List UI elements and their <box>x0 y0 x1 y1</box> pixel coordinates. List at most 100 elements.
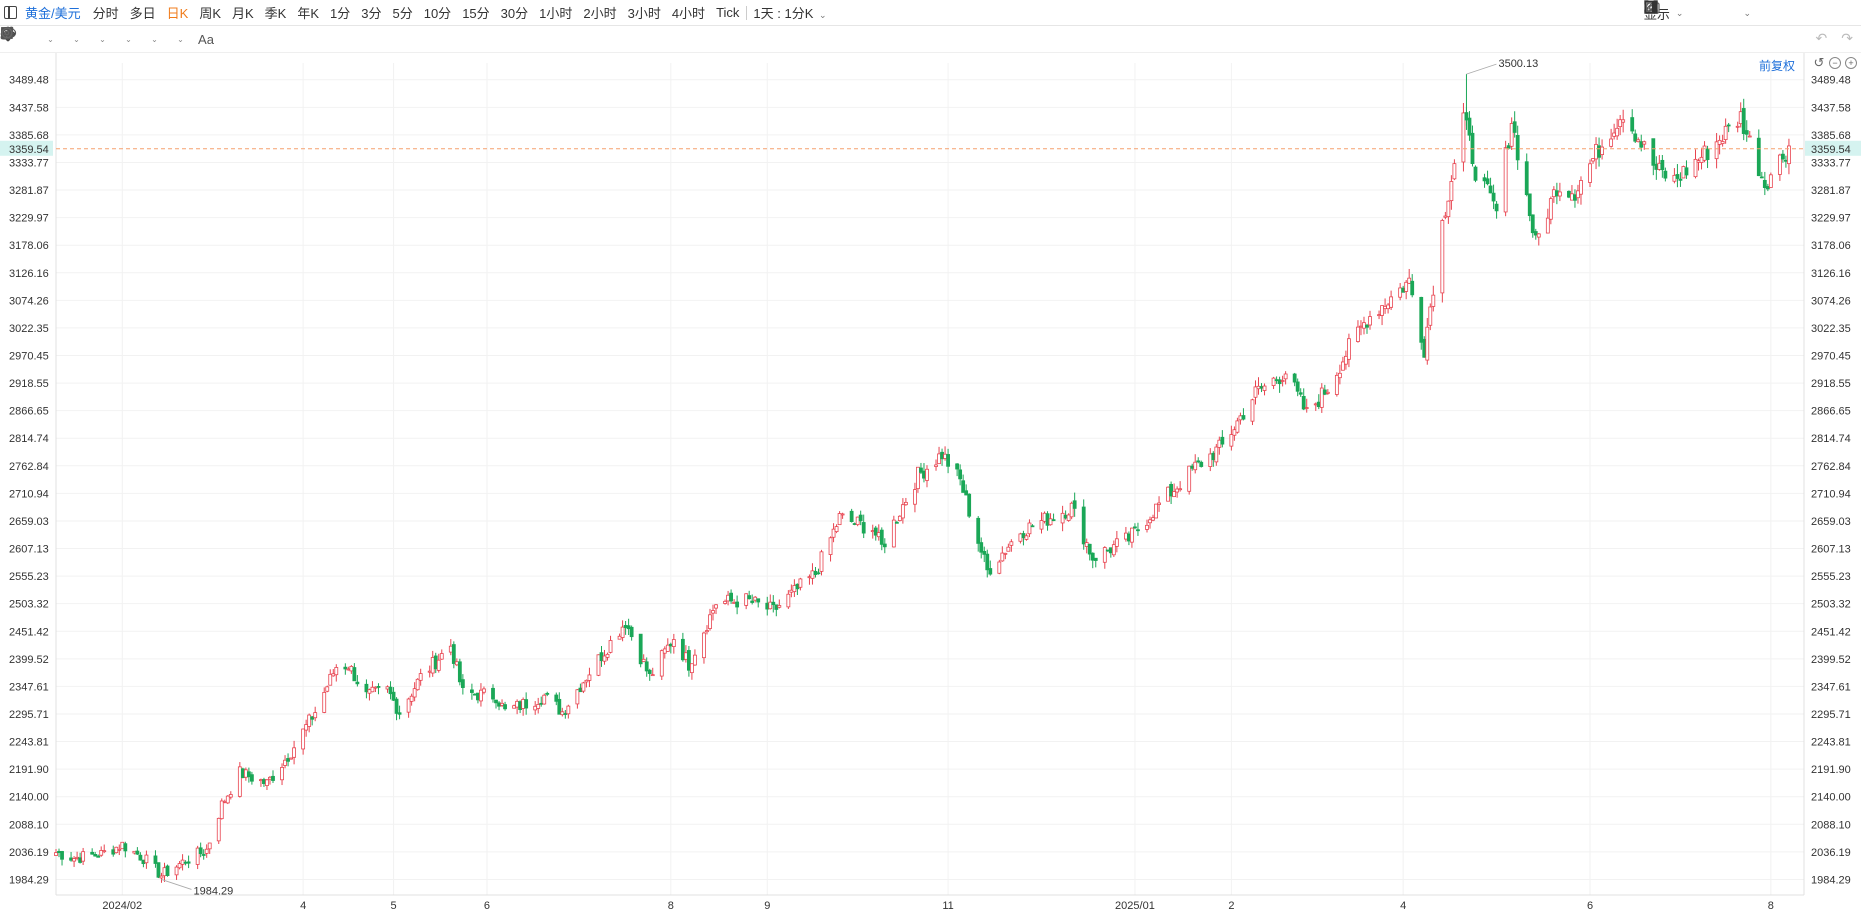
candle-body <box>1787 145 1791 165</box>
y-tick-label-right: 2399.52 <box>1811 654 1851 666</box>
candle-body <box>680 638 685 661</box>
candle-body <box>1404 281 1409 292</box>
wave-icon[interactable]: ⌄ <box>1 29 112 48</box>
candle-body <box>608 640 613 653</box>
undo-icon[interactable]: ↶ <box>1815 30 1828 46</box>
candle-body <box>102 850 107 853</box>
candle-body <box>476 692 480 701</box>
candle-body <box>1166 486 1170 502</box>
pencil-icon[interactable] <box>1645 0 1804 21</box>
candle-body <box>1130 527 1134 543</box>
period-tab-1[interactable]: 多日 <box>129 6 156 21</box>
settings-gear-icon[interactable] <box>1645 1 1710 21</box>
period-tab-10[interactable]: 10分 <box>423 6 452 21</box>
candle-body <box>1262 385 1267 391</box>
period-tab-12[interactable]: 30分 <box>500 6 529 21</box>
candle-body <box>135 850 140 855</box>
channel-icon[interactable]: ⌄ <box>1 28 86 48</box>
period-tab-0[interactable]: 分时 <box>92 6 119 21</box>
y-tick-label-left: 2243.81 <box>9 737 49 749</box>
y-tick-label-right: 2503.32 <box>1811 599 1851 611</box>
candle-body <box>1759 176 1764 179</box>
period-tab-15[interactable]: 3小时 <box>627 6 661 21</box>
adjust-mode-button[interactable]: 前复权 <box>1758 59 1795 73</box>
period-tab-11[interactable]: 15分 <box>462 6 490 21</box>
period-tab-14[interactable]: 2小时 <box>583 6 617 21</box>
candle-body <box>1410 280 1415 296</box>
candle-body <box>599 652 604 662</box>
comment-icon[interactable] <box>1 27 242 48</box>
candle-body <box>370 686 375 693</box>
period-tab-5[interactable]: 季K <box>264 6 287 21</box>
candle-body <box>545 692 550 695</box>
candle-body <box>792 585 797 593</box>
candle-body <box>602 655 607 662</box>
candle-body <box>418 673 423 681</box>
y-tick-label-right: 3022.35 <box>1811 323 1851 335</box>
indicator-settings-icon[interactable] <box>1 27 440 48</box>
period-tab-6[interactable]: 年K <box>297 6 320 21</box>
candle-body <box>265 779 269 787</box>
candle-body <box>1347 338 1351 360</box>
candle-body <box>1768 174 1773 188</box>
period-tab-9[interactable]: 5分 <box>392 6 413 21</box>
y-tick-label-left: 3437.58 <box>9 102 49 114</box>
candle-body <box>75 856 79 859</box>
zoom-out-icon[interactable]: − <box>1829 57 1841 69</box>
trendline-icon[interactable]: ⌄ <box>0 26 60 48</box>
sidebar-toggle-icon[interactable] <box>4 6 17 19</box>
layout-icon[interactable] <box>1645 1 1736 21</box>
candle-body <box>219 800 224 820</box>
candle-body <box>533 705 538 711</box>
candle-body <box>620 626 625 638</box>
period-tab-4[interactable]: 月K <box>232 6 254 21</box>
candle-body <box>747 595 752 600</box>
range-selector[interactable]: 1天 : 1分K ⌄ <box>753 6 827 21</box>
fibonacci-icon[interactable]: ⌄ <box>1 27 138 48</box>
period-tab-8[interactable]: 3分 <box>361 6 382 21</box>
candle-body <box>1741 108 1746 134</box>
reset-icon[interactable]: ↺ <box>1813 55 1825 70</box>
zoom-in-icon[interactable]: + <box>1845 57 1857 69</box>
candle-body <box>262 779 266 785</box>
candle-body <box>162 867 167 877</box>
period-tab-13[interactable]: 1小时 <box>539 6 573 21</box>
period-tab-7[interactable]: 1分 <box>330 6 351 21</box>
period-tab-3[interactable]: 周K <box>199 6 221 21</box>
candle-body <box>894 521 899 524</box>
y-tick-label-left: 3229.97 <box>9 213 49 225</box>
candle-body <box>497 702 501 707</box>
candle-body <box>1389 296 1394 308</box>
candle-body <box>177 863 182 869</box>
candle-body <box>1461 112 1466 163</box>
side-panel-icon[interactable] <box>1644 0 1856 21</box>
compare-icon[interactable] <box>1 28 414 48</box>
candle-body <box>686 650 691 671</box>
lock-icon[interactable] <box>1 27 328 48</box>
symbol-label[interactable]: 黄金/美元 <box>25 6 81 21</box>
measure-icon[interactable]: ⌄ <box>1 28 164 48</box>
candle-body <box>1678 178 1683 181</box>
arrow-icon[interactable]: ⌄ <box>1 29 190 48</box>
period-tab-17[interactable]: Tick <box>716 5 740 20</box>
y-tick-label-left: 2088.10 <box>9 819 49 831</box>
chart-area[interactable]: 3489.48 3489.48 3437.58 3437.58 3385.68 3385.… <box>0 53 1861 915</box>
period-tab-2[interactable]: 日K <box>166 6 189 21</box>
candle-body <box>207 842 212 850</box>
x-tick-label: 4 <box>300 900 306 912</box>
candle-body <box>180 859 185 865</box>
angle-icon[interactable] <box>2 28 276 48</box>
fullscreen-icon[interactable] <box>1644 0 1830 21</box>
redo-icon[interactable]: ↷ <box>1841 30 1853 46</box>
magnet-icon[interactable] <box>1 26 302 48</box>
period-tab-16[interactable]: 4小时 <box>671 6 706 21</box>
candle-body <box>1277 379 1282 385</box>
text-icon[interactable]: Aa <box>198 31 214 47</box>
trash-icon[interactable] <box>1 27 380 48</box>
candle-body <box>1545 217 1550 234</box>
candlestick-chart[interactable]: 3489.48 3489.48 3437.58 3437.58 3385.68 3385.… <box>0 53 1861 915</box>
candle-body <box>156 862 161 878</box>
camera-icon[interactable] <box>1644 1 1778 21</box>
hide-icon[interactable] <box>1 27 354 48</box>
candle-body <box>1567 190 1571 198</box>
